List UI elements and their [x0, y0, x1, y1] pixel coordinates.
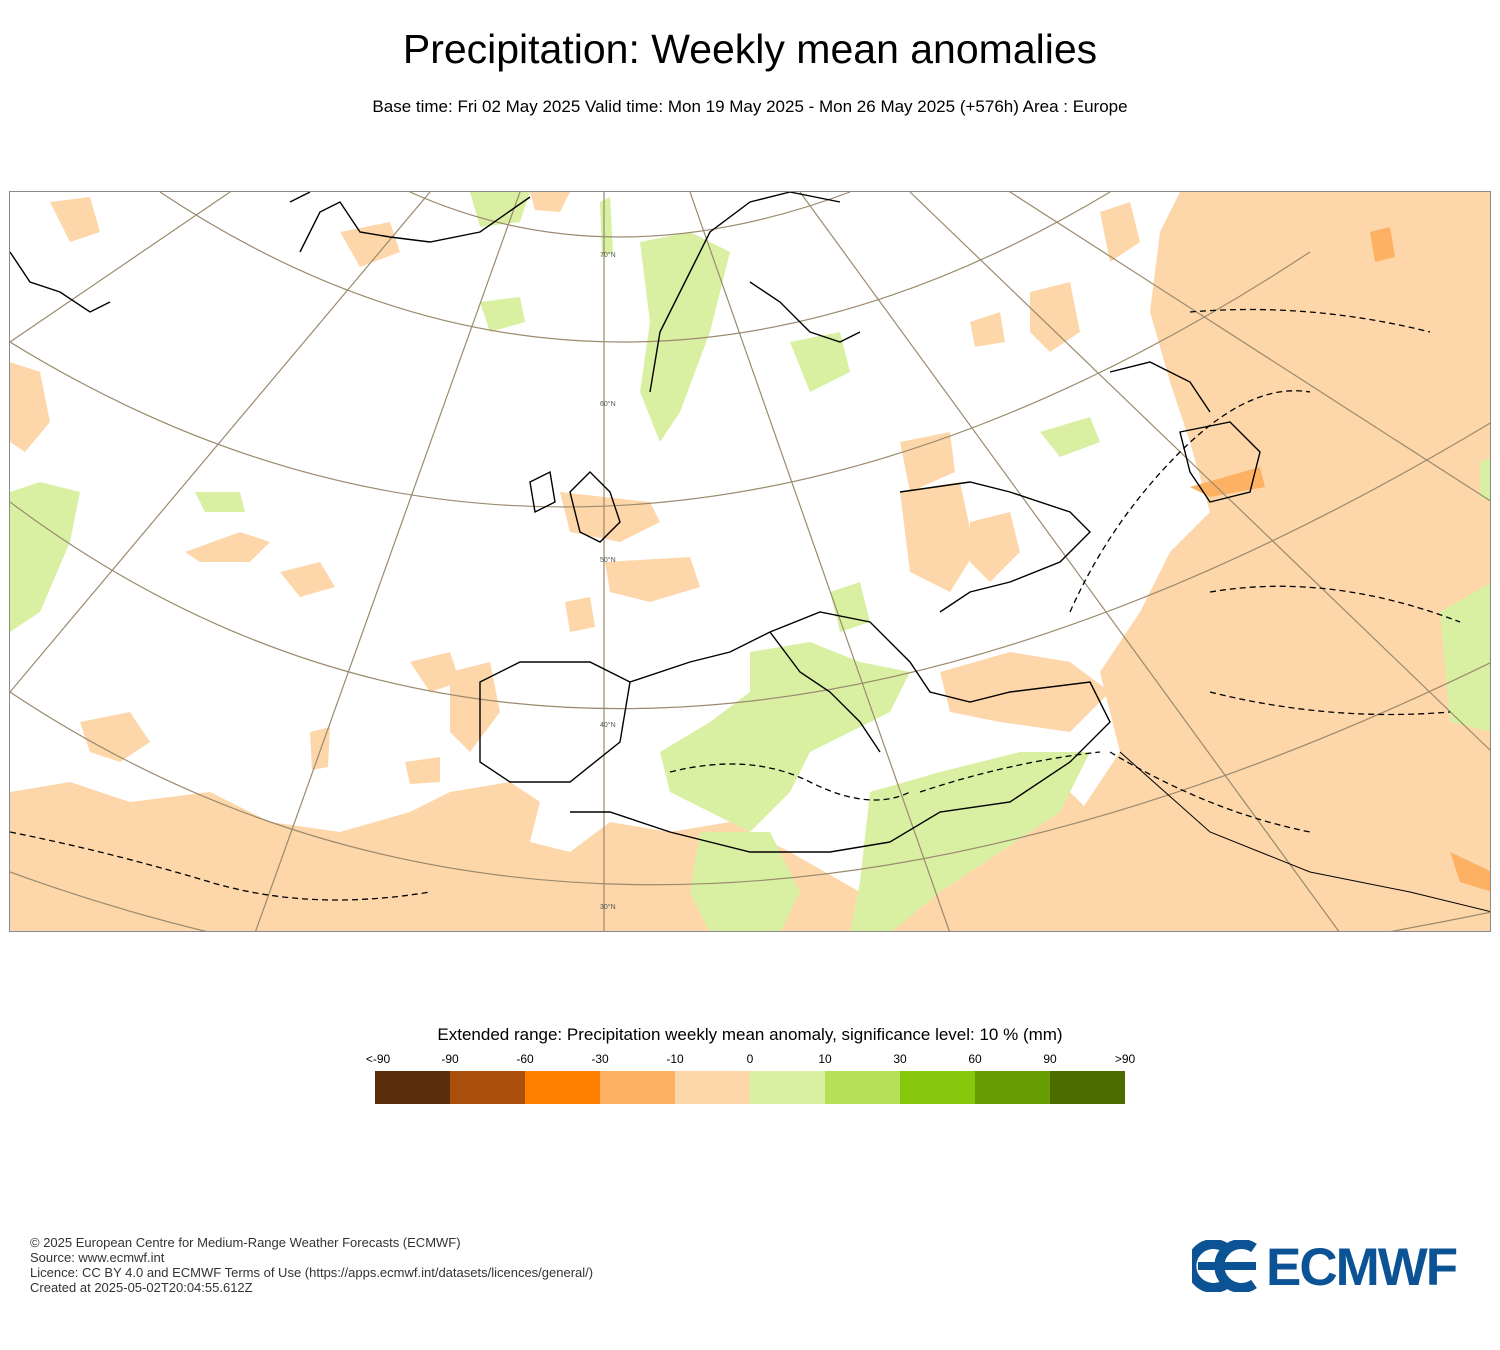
- medium-dry-areas: [1190, 227, 1490, 892]
- legend-swatch: [1050, 1071, 1125, 1104]
- legend-label: 90: [1043, 1052, 1057, 1066]
- lat-label-40: 40°N: [600, 721, 616, 729]
- dry-anomaly-areas: [10, 192, 1490, 931]
- legend-swatch: [825, 1071, 900, 1104]
- ecmwf-logo-icon: [1192, 1240, 1257, 1292]
- ecmwf-logo: ECMWF: [1192, 1238, 1472, 1297]
- lat-label-50: 50°N: [600, 556, 616, 564]
- graticule-lines: [10, 192, 1490, 931]
- lat-label-60: 60°N: [600, 400, 616, 408]
- source-line: Source: www.ecmwf.int: [30, 1250, 165, 1265]
- legend-label: -90: [441, 1052, 459, 1066]
- copyright-line: © 2025 European Centre for Medium-Range …: [30, 1235, 461, 1250]
- legend-color-bar: [375, 1071, 1125, 1104]
- ecmwf-logo-text: ECMWF: [1266, 1238, 1458, 1297]
- legend-swatch: [975, 1071, 1050, 1104]
- significance-contours: [10, 308, 1461, 901]
- licence-line: Licence: CC BY 4.0 and ECMWF Terms of Us…: [30, 1265, 594, 1280]
- wet-anomaly-areas: [10, 192, 1490, 931]
- legend-swatch: [525, 1071, 600, 1104]
- map-canvas: 70°N 60°N 50°N 40°N 30°N: [10, 192, 1490, 931]
- page-subtitle: Base time: Fri 02 May 2025 Valid time: M…: [372, 97, 1128, 116]
- legend-label: 30: [893, 1052, 907, 1066]
- legend-title: Extended range: Precipitation weekly mea…: [437, 1025, 1063, 1044]
- page-title: Precipitation: Weekly mean anomalies: [402, 26, 1098, 72]
- legend-label: >90: [1114, 1052, 1136, 1066]
- legend-label: <-90: [365, 1052, 391, 1066]
- legend-swatch: [900, 1071, 975, 1104]
- lat-label-30: 30°N: [600, 903, 616, 911]
- legend-label: -10: [666, 1052, 684, 1066]
- legend-swatch: [675, 1071, 750, 1104]
- legend-label: 0: [746, 1052, 754, 1066]
- legend-label: 60: [968, 1052, 982, 1066]
- footer-credits: © 2025 European Centre for Medium-Range …: [30, 1235, 593, 1295]
- legend-label: -60: [516, 1052, 534, 1066]
- lat-label-70: 70°N: [600, 251, 616, 259]
- legend-swatch: [450, 1071, 525, 1104]
- precipitation-anomaly-map: 70°N 60°N 50°N 40°N 30°N: [9, 191, 1491, 932]
- created-line: Created at 2025-05-02T20:04:55.612Z: [30, 1280, 253, 1295]
- legend-swatch: [375, 1071, 450, 1104]
- legend-label: 10: [818, 1052, 832, 1066]
- legend-labels: <-90 -90 -60 -30 -10 0 10 30 60 90 >90: [0, 1052, 1500, 1066]
- coastlines-and-borders: [10, 192, 1490, 913]
- legend-swatch: [600, 1071, 675, 1104]
- legend-swatch: [750, 1071, 825, 1104]
- legend-label: -30: [591, 1052, 609, 1066]
